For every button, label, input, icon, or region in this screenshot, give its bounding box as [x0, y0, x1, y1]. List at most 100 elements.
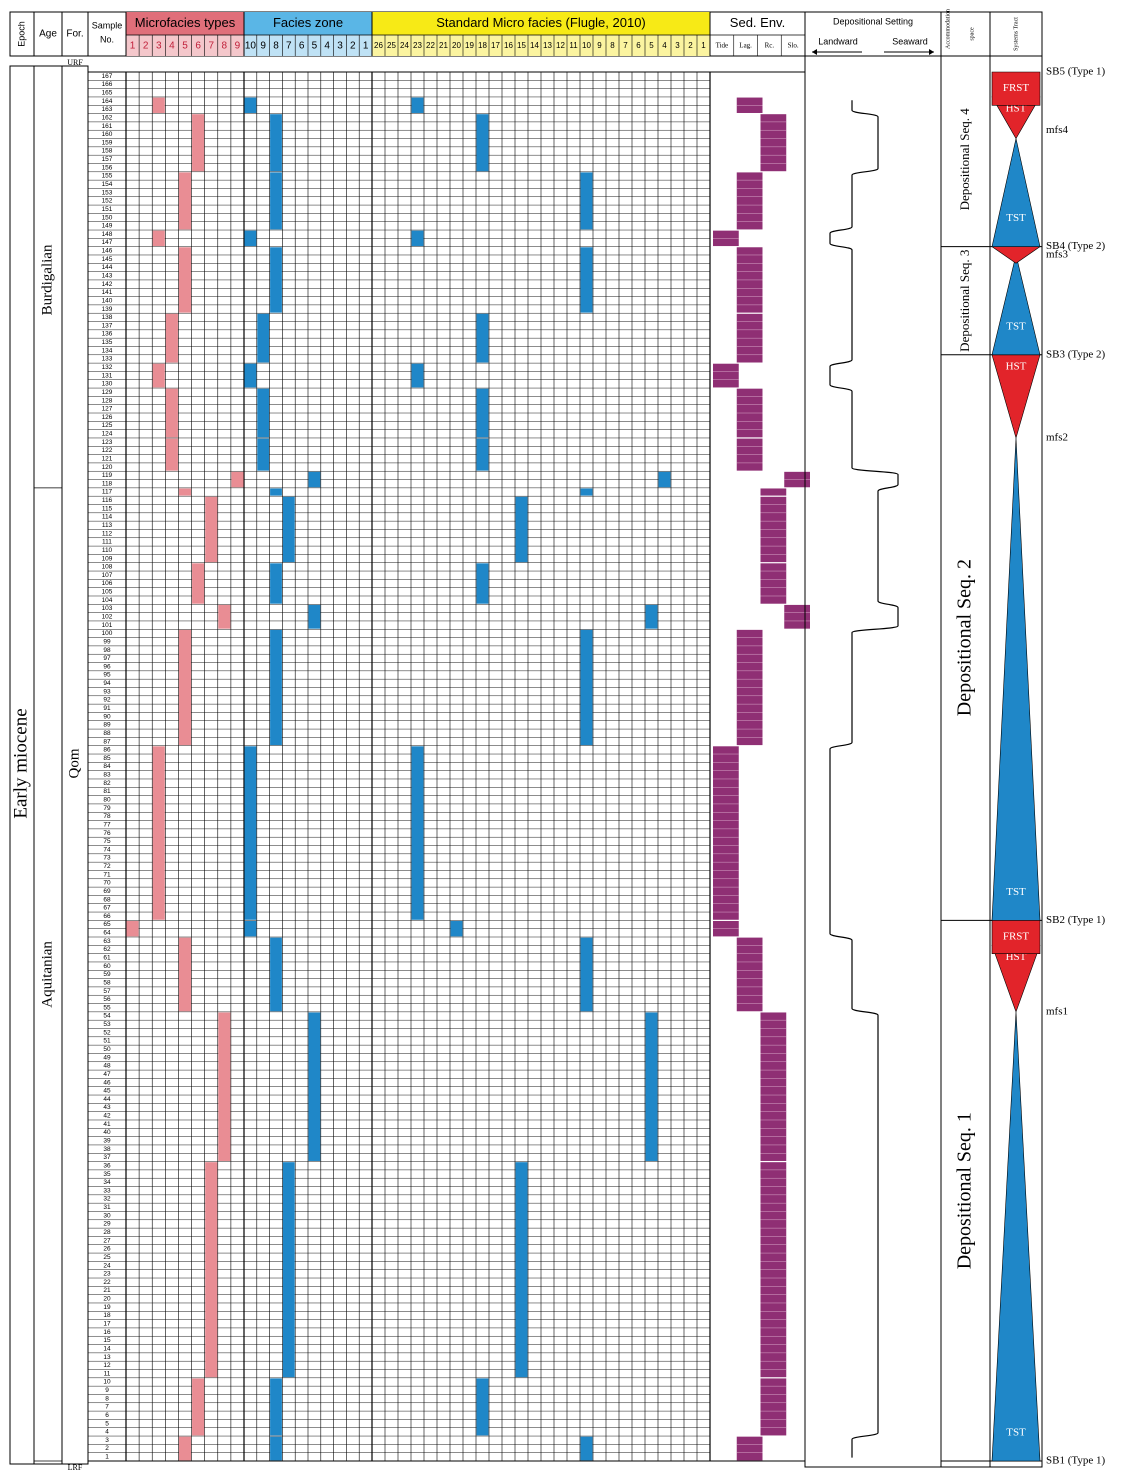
microfacies-fill	[126, 920, 139, 937]
smf-col-15: 15	[517, 41, 526, 50]
smf-fill	[476, 563, 489, 604]
sample-number: 133	[102, 356, 113, 363]
sample-number: 77	[103, 821, 111, 828]
landward-arrow-head	[812, 49, 817, 55]
sample-number: 94	[103, 680, 111, 687]
systems-tract-label: TST	[1006, 320, 1026, 332]
sample-number: 119	[102, 472, 113, 479]
sample-number: 36	[103, 1162, 111, 1169]
sample-number: 19	[103, 1304, 111, 1311]
sample-number: 51	[103, 1038, 111, 1045]
smf-col-25: 25	[387, 41, 396, 50]
microfacies-col-5: 5	[182, 41, 188, 52]
sample-number: 89	[103, 722, 111, 729]
sed-env-fill	[713, 363, 739, 388]
sed-env-col-Slo: Slo.	[788, 42, 799, 50]
sample-number: 21	[103, 1287, 111, 1294]
microfacies-fill	[178, 1436, 192, 1461]
sample-number: 60	[103, 963, 111, 970]
sample-header-2: No.	[100, 34, 114, 44]
sed-env-col-Lag: Lag.	[739, 42, 752, 50]
accommodation-header-1: Accommodation	[945, 9, 951, 49]
microfacies-col-9: 9	[235, 41, 241, 52]
sample-number: 9	[105, 1387, 109, 1394]
facies-zone-fill	[270, 488, 282, 496]
surface-label: SB3 (Type 2)	[1046, 348, 1105, 360]
sample-number: 49	[103, 1054, 111, 1061]
smf-fill	[645, 604, 658, 629]
depositional-curve	[829, 100, 899, 1458]
sample-number: 126	[102, 414, 113, 421]
sample-number: 52	[103, 1029, 111, 1036]
sample-number: 129	[102, 389, 113, 396]
smf-fill	[580, 629, 593, 746]
microfacies-fill	[152, 363, 165, 388]
sample-numbers: 1234567891011121314151617181920212223242…	[102, 73, 113, 1461]
sed-env-col-Tide: Tide	[716, 42, 729, 50]
seaward-arrow-head	[929, 49, 934, 55]
sample-number: 85	[103, 755, 111, 762]
depositional-frame	[804, 55, 942, 1468]
sample-number: 138	[102, 314, 113, 321]
microfacies-fill	[178, 937, 192, 1012]
systems-tract-shape	[991, 246, 1041, 264]
sample-number: 90	[103, 713, 111, 720]
sample-number: 48	[103, 1063, 111, 1070]
sample-number: 142	[102, 281, 113, 288]
smf-col-2: 2	[688, 41, 693, 50]
sample-number: 137	[102, 322, 113, 329]
facies-zone-col-5: 5	[312, 41, 318, 52]
microfacies-col-6: 6	[195, 41, 201, 52]
facies-zone-fill	[308, 471, 321, 488]
microfacies-subheader-band	[126, 35, 244, 56]
smf-fill	[476, 313, 489, 363]
smf-fill	[580, 937, 593, 1012]
smf-col-5: 5	[649, 41, 654, 50]
formation-bottom-label: LRF	[68, 1463, 83, 1472]
smf-fill	[515, 496, 528, 563]
sample-number: 163	[102, 106, 113, 113]
sample-number: 16	[103, 1329, 111, 1336]
smf-fill	[580, 488, 593, 496]
sample-number: 38	[103, 1146, 111, 1153]
sample-number: 148	[102, 231, 113, 238]
sample-number: 12	[103, 1362, 111, 1369]
microfacies-fill	[165, 313, 178, 363]
age-label-burdigalian: Burdigalian	[39, 244, 55, 315]
smf-fill	[580, 172, 593, 230]
sample-number: 37	[103, 1154, 111, 1161]
smf-fill	[411, 97, 424, 113]
sample-number: 123	[102, 439, 113, 446]
sample-number: 63	[103, 938, 111, 945]
sed-env-fill	[784, 604, 810, 629]
sample-number: 130	[102, 381, 113, 388]
sample-number: 166	[102, 81, 113, 88]
sample-number: 74	[103, 846, 111, 853]
microfacies-col-7: 7	[208, 41, 214, 52]
sample-number: 80	[103, 796, 111, 803]
systems-tract-header: Systems Tract	[1013, 17, 1019, 51]
sample-number: 134	[102, 347, 113, 354]
sample-number: 91	[103, 705, 111, 712]
sample-number: 41	[103, 1121, 111, 1128]
sample-number: 23	[103, 1271, 111, 1278]
facies-zone-fill	[282, 496, 295, 563]
facies-zone-col-3: 3	[337, 41, 343, 52]
sequence-label-4: Depositional Seq. 4	[957, 108, 972, 211]
sample-number: 29	[103, 1221, 111, 1228]
sample-number: 124	[102, 431, 113, 438]
sample-number: 156	[102, 164, 113, 171]
sequence-label-3: Depositional Seq. 3	[957, 250, 972, 352]
sample-number: 96	[103, 663, 111, 670]
sample-number: 135	[102, 339, 113, 346]
surface-labels: SB1 (Type 1) mfs1 SB2 (Type 1) mfs2 SB3 (Typ…	[1046, 66, 1105, 1467]
sample-number: 128	[102, 397, 113, 404]
microfacies-fill	[192, 563, 205, 604]
sample-number: 162	[102, 114, 113, 121]
sample-number: 61	[103, 955, 111, 962]
systems-tract-shape	[991, 71, 1041, 106]
depositional-setting	[804, 55, 942, 1468]
formation-header: For.	[66, 29, 83, 40]
sample-number: 111	[102, 539, 112, 546]
sample-number: 62	[103, 946, 111, 953]
